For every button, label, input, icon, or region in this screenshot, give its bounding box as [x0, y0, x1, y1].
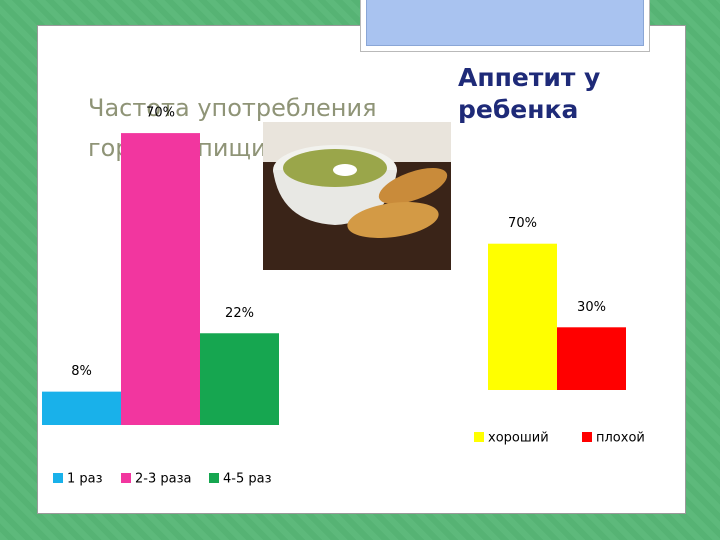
bar	[121, 133, 200, 425]
legend-label: 1 раз	[67, 472, 103, 487]
bar	[200, 333, 279, 425]
legend-label: хороший	[488, 431, 549, 446]
header-box	[360, 0, 650, 52]
cream	[333, 164, 357, 176]
legend-label: 2-3 раза	[135, 472, 191, 487]
chart-title: Аппетит у ребенка	[458, 63, 601, 124]
data-label: 70%	[508, 216, 537, 231]
data-label: 30%	[577, 300, 606, 315]
legend-swatch	[121, 473, 131, 483]
bar	[488, 243, 557, 390]
data-label: 70%	[146, 106, 175, 121]
bar	[557, 327, 626, 390]
legend-swatch	[53, 473, 63, 483]
bread	[378, 167, 448, 205]
legend-swatch	[474, 432, 484, 442]
header-fill	[366, 0, 644, 46]
data-label: 8%	[71, 364, 92, 379]
bar	[42, 391, 121, 425]
legend-swatch	[209, 473, 219, 483]
legend-label: плохой	[596, 431, 645, 446]
bread	[347, 201, 439, 239]
legend-swatch	[582, 432, 592, 442]
legend-label: 4-5 раз	[223, 472, 272, 487]
data-label: 22%	[225, 306, 254, 321]
